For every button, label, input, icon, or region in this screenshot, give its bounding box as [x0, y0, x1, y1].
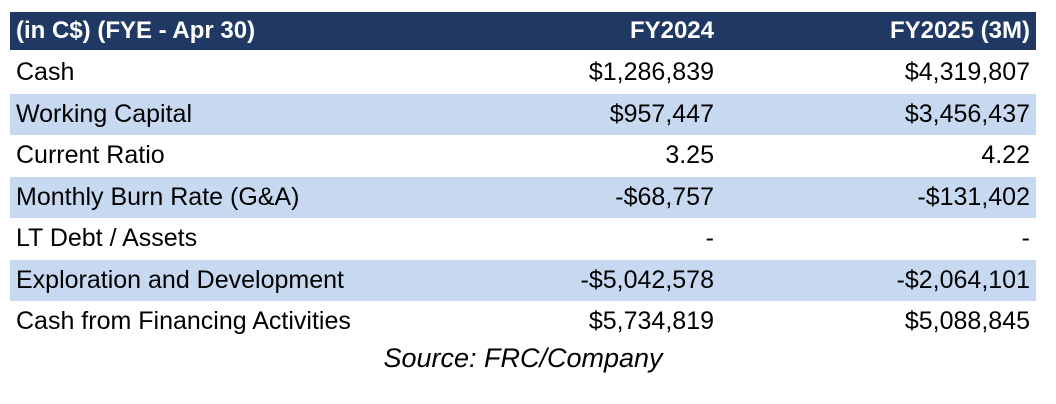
row-label: Exploration and Development [10, 259, 456, 301]
value-fy2024: $5,734,819 [588, 307, 714, 336]
value-fy2024: $957,447 [456, 93, 720, 135]
value-fy2024: -$68,757 [456, 176, 720, 218]
row-label: Working Capital [10, 93, 456, 135]
value-fy2024: $1,286,839 [588, 58, 714, 87]
value-fy2024: - [705, 224, 714, 253]
table-header-row: (in C$) (FYE - Apr 30) FY2024 FY2025 (3M… [10, 12, 1036, 52]
header-fy2025: FY2025 (3M) [720, 12, 1036, 52]
value-fy2025: 4.22 [981, 141, 1030, 170]
financial-summary-table-container: (in C$) (FYE - Apr 30) FY2024 FY2025 (3M… [10, 12, 1036, 343]
row-label: Current Ratio [16, 141, 165, 170]
table-row: Working Capital $957,447 $3,456,437 [10, 93, 1036, 135]
value-fy2025: $4,319,807 [904, 58, 1030, 87]
financial-summary-table: (in C$) (FYE - Apr 30) FY2024 FY2025 (3M… [10, 12, 1036, 343]
row-label: Cash [16, 58, 75, 87]
value-fy2024: -$5,042,578 [456, 259, 720, 301]
value-fy2025: -$131,402 [720, 176, 1036, 218]
header-label-column: (in C$) (FYE - Apr 30) [10, 12, 456, 52]
value-fy2025: $5,088,845 [904, 307, 1030, 336]
table-row: Cash from Financing Activities $5,734,81… [10, 301, 1036, 343]
value-fy2024: 3.25 [665, 141, 714, 170]
source-caption: Source: FRC/Company [383, 343, 663, 373]
value-fy2025: - [1021, 224, 1030, 253]
table-row: Cash $1,286,839 $4,319,807 [10, 51, 1036, 94]
value-fy2025: -$2,064,101 [720, 259, 1036, 301]
table-row: Exploration and Development -$5,042,578 … [10, 259, 1036, 301]
header-fy2024: FY2024 [456, 12, 720, 52]
table-row: Current Ratio 3.25 4.22 [10, 135, 1036, 177]
row-label: Cash from Financing Activities [16, 307, 351, 336]
table-body: Cash $1,286,839 $4,319,807 Working Capit… [10, 51, 1036, 343]
table-row: LT Debt / Assets - - [10, 218, 1036, 260]
row-label: LT Debt / Assets [16, 224, 198, 253]
row-label: Monthly Burn Rate (G&A) [10, 176, 456, 218]
table-row: Monthly Burn Rate (G&A) -$68,757 -$131,4… [10, 176, 1036, 218]
value-fy2025: $3,456,437 [720, 93, 1036, 135]
